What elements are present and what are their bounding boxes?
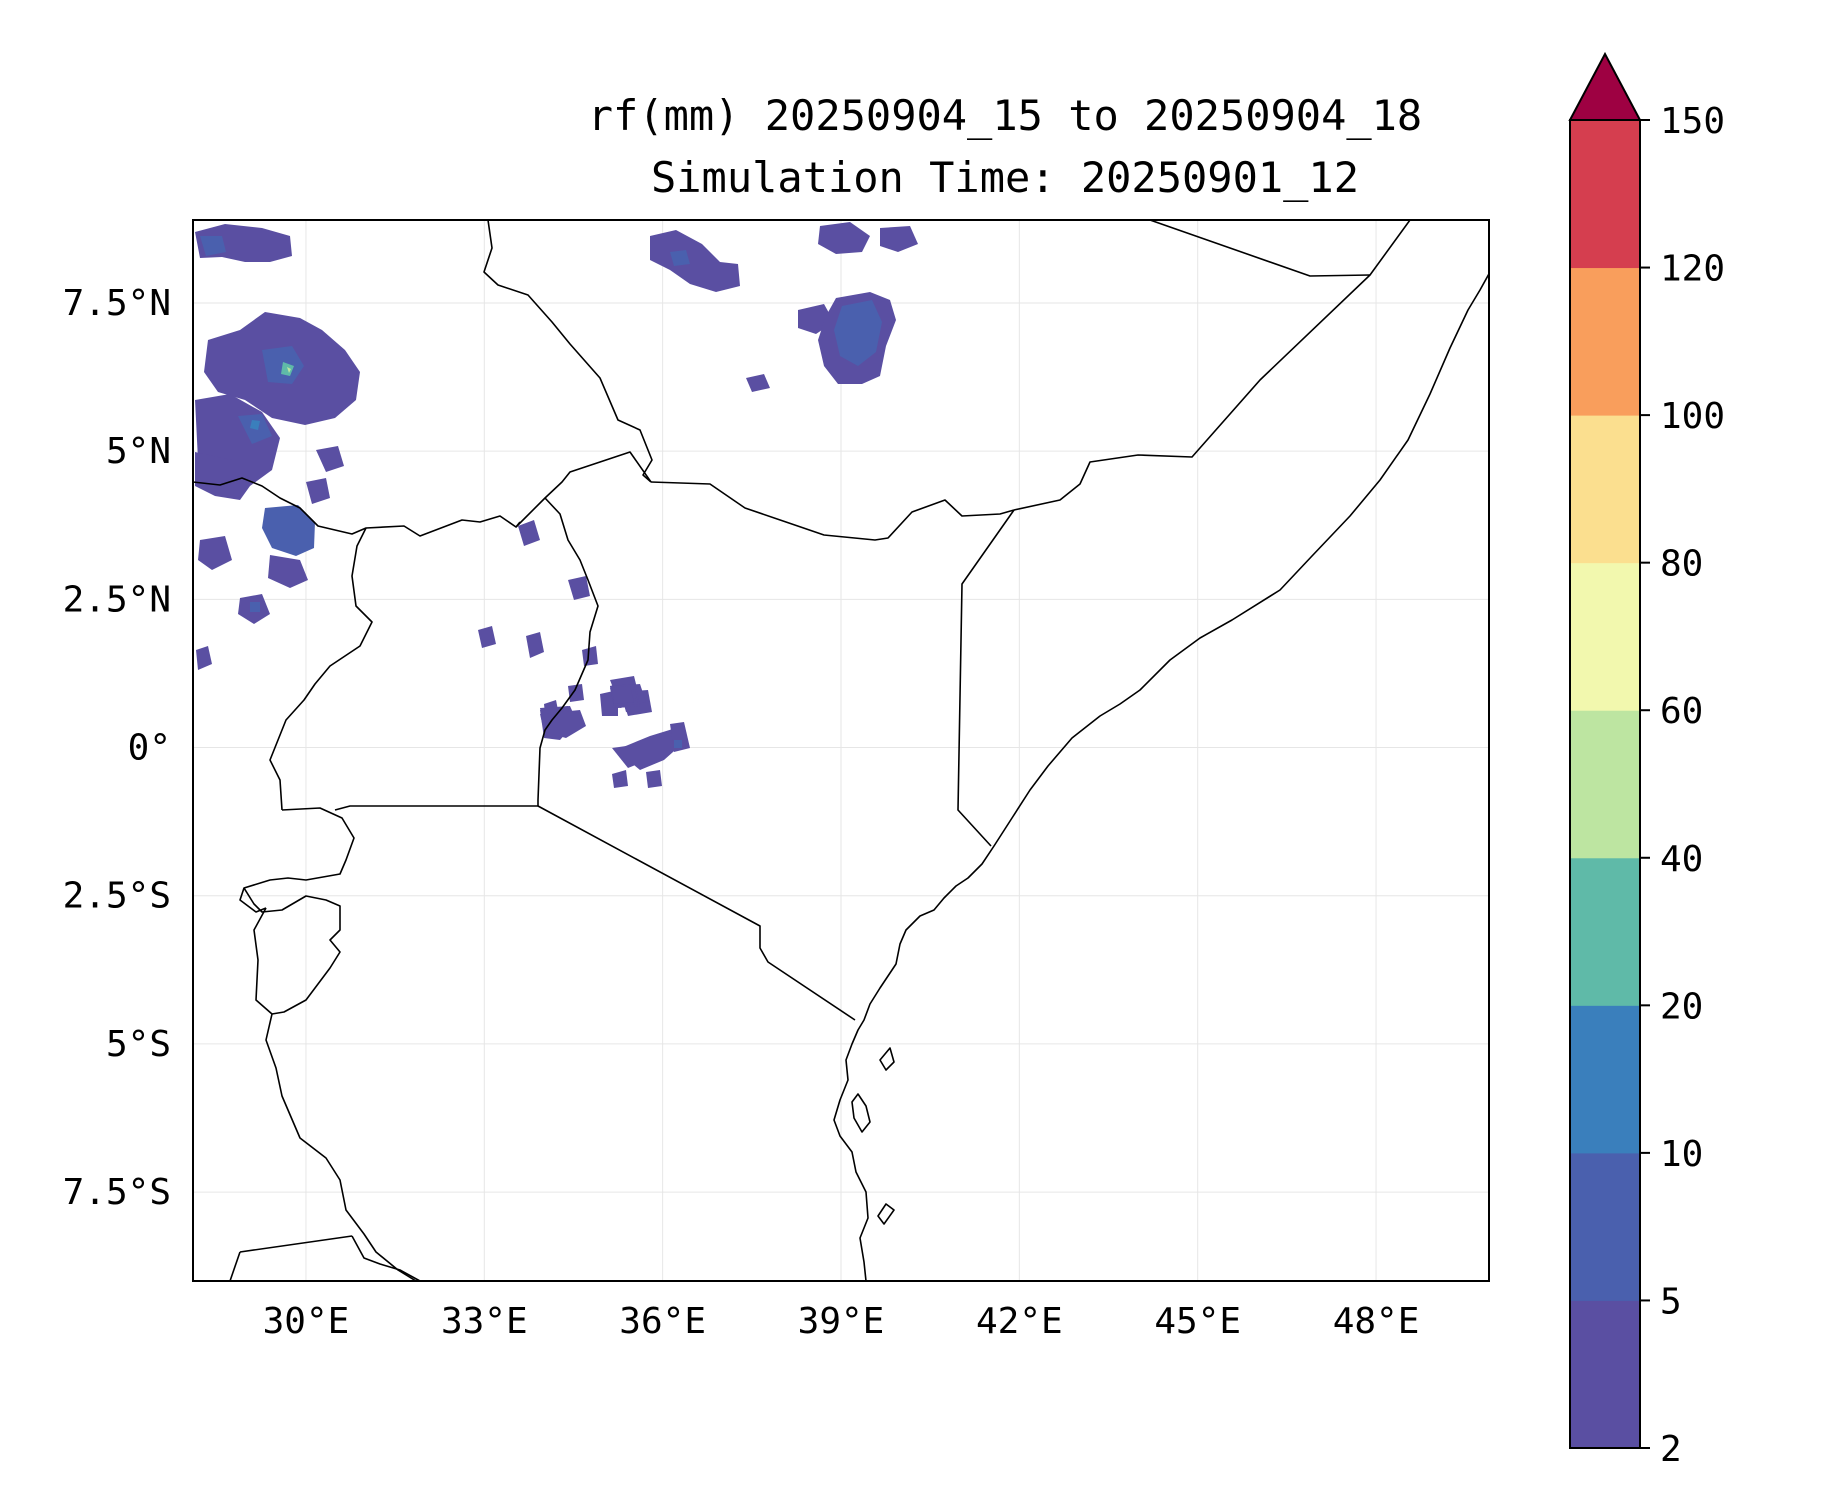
- border-south-sudan-uganda: [193, 477, 521, 537]
- colorbar-segment: [1570, 267, 1640, 416]
- border-kenya-tanzania: [537, 805, 856, 1021]
- rain-patch: [281, 362, 294, 376]
- colorbar-label: 100: [1660, 396, 1725, 437]
- rain-patch: [268, 555, 308, 588]
- rain-patch: [568, 576, 590, 600]
- x-tick-label: 42°E: [976, 1301, 1063, 1342]
- rain-patch: [612, 770, 628, 788]
- rain-patch: [582, 646, 598, 666]
- colorbar: 2 5 10 20 40 60 80 100 120 150: [1568, 51, 1725, 1470]
- rain-patch: [746, 374, 770, 392]
- rain-patch: [316, 446, 344, 472]
- border-zambia: [229, 1251, 241, 1281]
- colorbar-label: 2: [1660, 1429, 1682, 1470]
- rain-patch: [540, 710, 586, 738]
- rain-patch: [616, 728, 682, 770]
- rain-patch: [250, 420, 260, 430]
- border-south-sudan-ethiopia: [483, 220, 653, 483]
- rain-patch: [568, 684, 584, 702]
- rain-patch: [650, 230, 740, 292]
- colorbar-segment: [1570, 857, 1640, 1006]
- x-tick-label: 48°E: [1333, 1301, 1420, 1342]
- colorbar-segment: [1570, 120, 1640, 269]
- border-uganda-kenya: [537, 497, 599, 801]
- map-axes: 30°E 33°E 36°E 39°E 42°E 45°E 48°E 7.5°N 5°N 2.5…: [63, 219, 1490, 1342]
- colorbar-frame: [1569, 119, 1641, 1449]
- rain-patch: [287, 367, 291, 373]
- y-ticks: 7.5°N 5°N 2.5°N 0° 2.5°S 5°S 7.5°S: [63, 283, 171, 1213]
- island-zanzibar: [851, 1093, 871, 1133]
- rain-patch: [478, 626, 496, 648]
- border-ethiopia-somaliland: [1149, 220, 1371, 277]
- colorbar-segment: [1570, 1005, 1640, 1154]
- border-tanzania-zambia: [239, 1235, 353, 1253]
- colorbar-label: 20: [1660, 986, 1703, 1027]
- rain-patch: [195, 452, 250, 500]
- rain-patch: [612, 686, 634, 704]
- country-borders: [193, 220, 1489, 1281]
- rain-patch: [200, 236, 226, 256]
- x-tick-label: 33°E: [441, 1301, 528, 1342]
- x-tick-label: 30°E: [263, 1301, 350, 1342]
- y-tick-label: 5°S: [106, 1024, 171, 1065]
- rain-patch: [880, 226, 918, 252]
- border-ethiopia-kenya: [650, 481, 1015, 541]
- colorbar-label: 60: [1660, 691, 1703, 732]
- border-uganda-tanzania: [334, 800, 539, 811]
- y-tick-label: 7.5°N: [63, 283, 171, 324]
- rain-patch: [818, 222, 870, 254]
- rain-patch: [834, 300, 882, 366]
- colorbar-label: 40: [1660, 839, 1703, 880]
- colorbar-label: 5: [1660, 1281, 1682, 1322]
- border-drc-tanzania: [253, 907, 417, 1281]
- colorbar-segment: [1570, 710, 1640, 859]
- colorbar-segment: [1570, 1300, 1640, 1449]
- rain-patch: [646, 770, 662, 788]
- rain-patch: [250, 602, 260, 612]
- colorbar-label: 120: [1660, 249, 1725, 290]
- rain-patch: [306, 478, 330, 504]
- border-uganda-drc: [269, 527, 373, 811]
- x-tick-label: 36°E: [619, 1301, 706, 1342]
- border-south-sudan-kenya: [515, 451, 652, 528]
- rain-patch: [674, 740, 682, 748]
- y-tick-label: 0°: [128, 728, 171, 769]
- colorbar-extend-arrow: [1568, 51, 1642, 121]
- border-ethiopia-somalia: [1013, 220, 1411, 511]
- border-rwanda: [239, 807, 355, 913]
- border-burundi: [243, 887, 341, 1015]
- island-mafia: [877, 1203, 895, 1225]
- colorbar-label: 80: [1660, 544, 1703, 585]
- colorbar-segment: [1570, 562, 1640, 711]
- coast-east-africa: [833, 272, 1489, 1281]
- map-frame: [192, 219, 1490, 1282]
- y-tick-label: 2.5°S: [63, 876, 171, 917]
- y-tick-label: 5°N: [106, 431, 171, 472]
- x-ticks: 30°E 33°E 36°E 39°E 42°E 45°E 48°E: [263, 1301, 1420, 1342]
- island-pemba: [879, 1047, 895, 1071]
- colorbar-label: 10: [1660, 1134, 1703, 1175]
- border-tanzania-malawi: [351, 1235, 421, 1281]
- y-tick-label: 2.5°N: [63, 579, 171, 620]
- rain-patch: [526, 632, 544, 658]
- x-tick-label: 45°E: [1154, 1301, 1241, 1342]
- title-line-1: rf(mm) 20250904_15 to 20250904_18: [588, 91, 1422, 140]
- border-somalia-kenya: [957, 509, 1015, 847]
- rainfall-field: [195, 222, 918, 788]
- colorbar-segment: [1570, 415, 1640, 564]
- colorbar-label: 150: [1660, 101, 1725, 142]
- x-tick-label: 39°E: [798, 1301, 885, 1342]
- rain-patch: [518, 520, 540, 546]
- rain-patch: [196, 646, 212, 670]
- rain-patch: [198, 536, 232, 570]
- y-tick-label: 7.5°S: [63, 1172, 171, 1213]
- rain-patch: [262, 505, 315, 556]
- gridlines: [193, 220, 1489, 1281]
- colorbar-segment: [1570, 1152, 1640, 1301]
- rain-patch: [670, 250, 690, 266]
- title-line-2: Simulation Time: 20250901_12: [651, 153, 1359, 202]
